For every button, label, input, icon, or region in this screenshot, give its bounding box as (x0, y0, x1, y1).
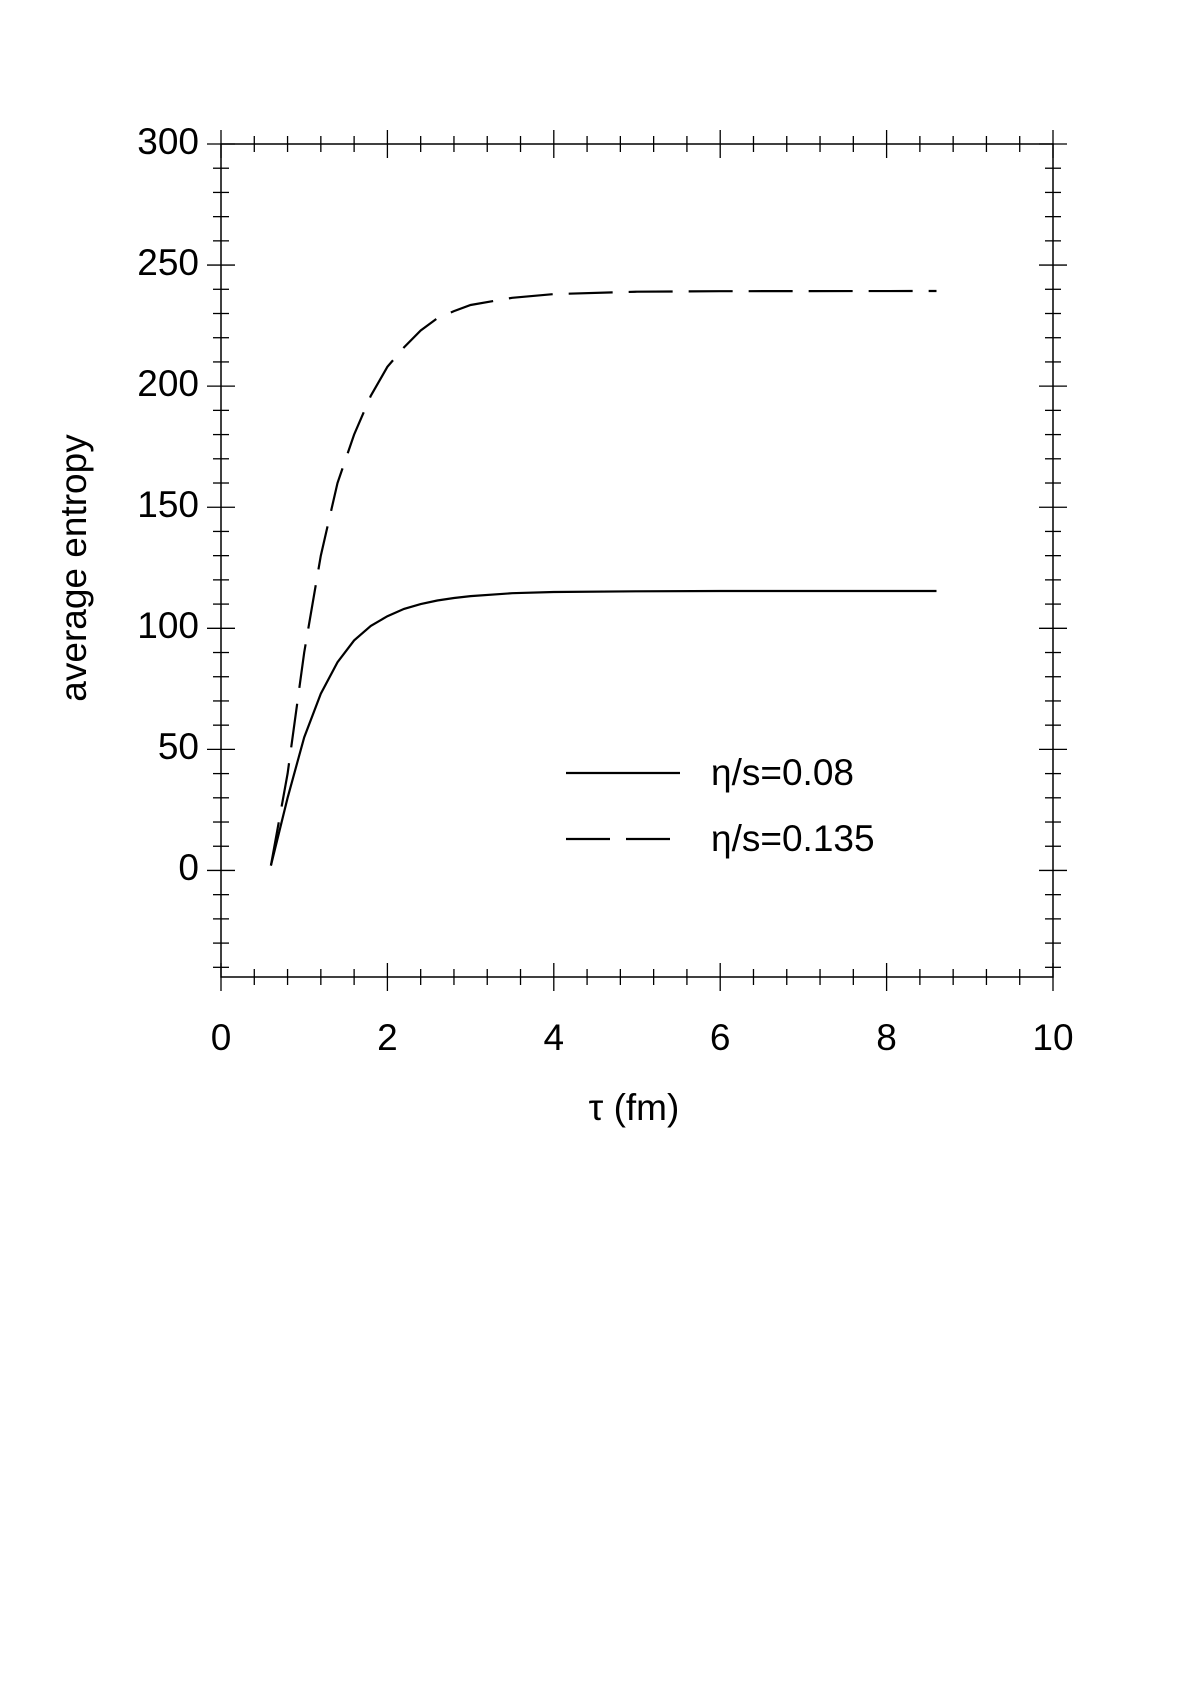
x-tick-label: 8 (876, 1017, 897, 1058)
y-tick-label: 150 (137, 484, 199, 525)
line-series (269, 589, 937, 866)
legend-label: η/s=0.08 (711, 752, 854, 793)
line-series (269, 289, 937, 866)
y-tick-label: 300 (137, 121, 199, 162)
x-tick-label: 4 (544, 1017, 565, 1058)
y-tick-label: 250 (137, 242, 199, 283)
y-axis-label: average entropy (53, 434, 94, 702)
y-tick-label: 100 (137, 605, 199, 646)
x-axis-label: τ (fm) (589, 1087, 680, 1128)
y-tick-label: 200 (137, 363, 199, 404)
y-tick-label: 0 (178, 847, 199, 888)
plot-frame (220, 143, 1054, 978)
x-tick-label: 10 (1032, 1017, 1073, 1058)
x-tick-label: 2 (377, 1017, 398, 1058)
legend-label: η/s=0.135 (711, 818, 875, 859)
y-tick-label: 50 (158, 726, 199, 767)
x-tick-label: 6 (710, 1017, 731, 1058)
x-tick-label: 0 (211, 1017, 232, 1058)
